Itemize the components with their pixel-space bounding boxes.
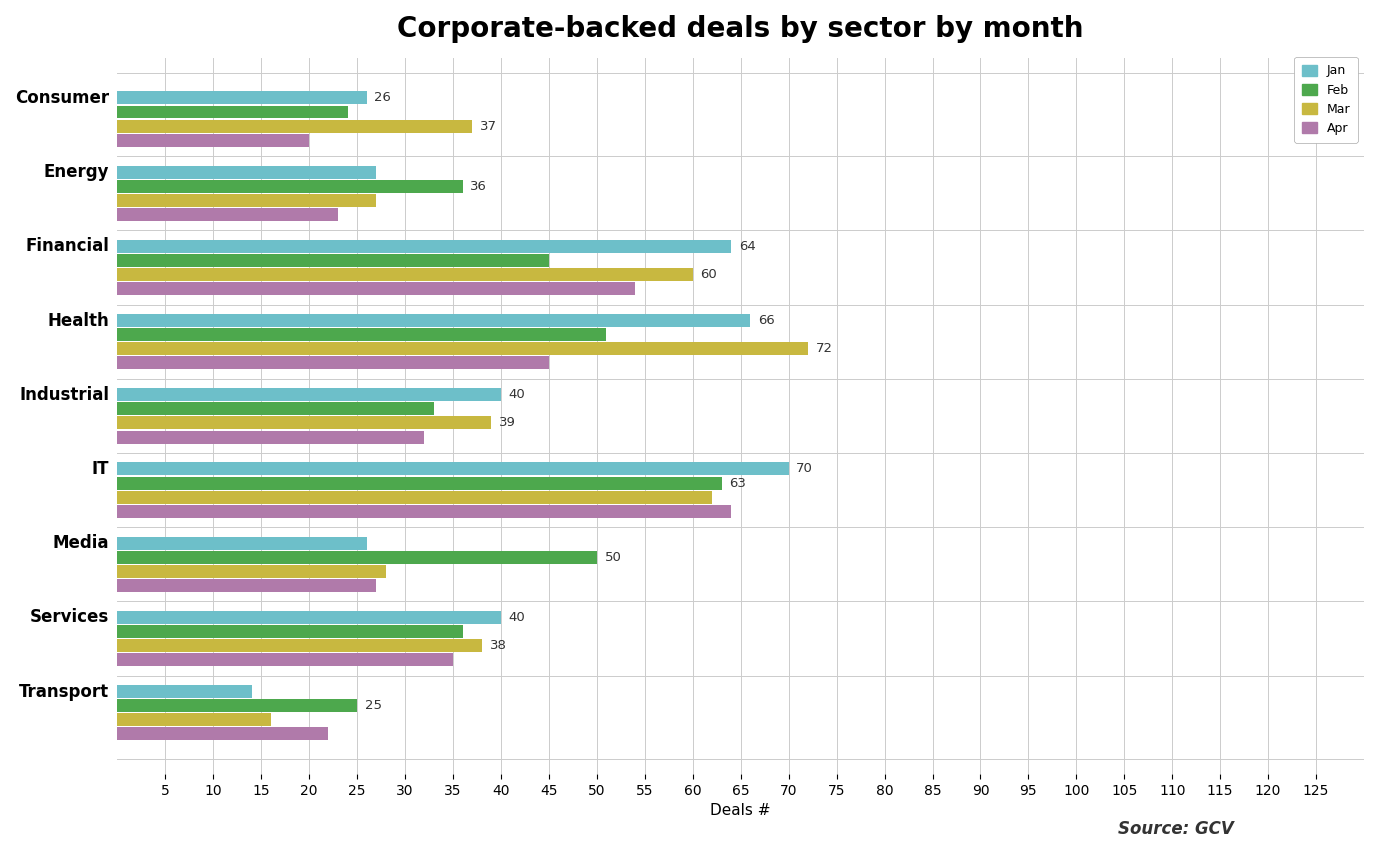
Text: 50: 50	[604, 551, 622, 564]
Text: Source: GCV: Source: GCV	[1118, 819, 1234, 838]
Bar	[117, 314, 750, 327]
Bar	[117, 254, 549, 267]
Bar	[117, 356, 549, 369]
Bar	[117, 611, 501, 624]
Bar	[117, 342, 808, 356]
Bar	[117, 119, 472, 132]
Bar	[117, 625, 462, 638]
Bar	[117, 551, 597, 564]
Bar	[117, 490, 712, 503]
Bar	[117, 91, 367, 105]
Bar	[117, 282, 636, 295]
Bar	[117, 208, 338, 221]
Bar	[117, 134, 309, 147]
Bar	[117, 565, 386, 578]
Bar	[117, 685, 252, 698]
Bar	[117, 430, 425, 443]
Bar	[117, 402, 434, 416]
Bar	[117, 417, 491, 430]
Bar	[117, 180, 462, 192]
Title: Corporate-backed deals by sector by month: Corporate-backed deals by sector by mont…	[397, 15, 1084, 43]
Text: 40: 40	[509, 388, 525, 401]
Text: 70: 70	[796, 462, 814, 475]
Bar	[117, 699, 357, 712]
Bar	[117, 166, 376, 179]
Bar	[117, 194, 376, 207]
Bar	[117, 388, 501, 401]
Bar	[117, 579, 376, 592]
Bar	[117, 240, 731, 253]
Bar	[117, 728, 328, 740]
Text: 38: 38	[490, 639, 506, 652]
Bar	[117, 713, 270, 726]
Bar	[117, 537, 367, 550]
Bar	[117, 477, 721, 490]
X-axis label: Deals #: Deals #	[710, 803, 771, 819]
Text: 66: 66	[758, 314, 775, 327]
Bar	[117, 653, 454, 667]
Legend: Jan, Feb, Mar, Apr: Jan, Feb, Mar, Apr	[1294, 57, 1358, 143]
Text: 60: 60	[701, 268, 717, 281]
Text: 39: 39	[499, 417, 516, 430]
Text: 63: 63	[729, 477, 746, 490]
Bar	[117, 505, 731, 518]
Bar	[117, 639, 481, 652]
Bar	[117, 462, 789, 475]
Bar	[117, 268, 692, 281]
Text: 72: 72	[815, 342, 833, 356]
Text: 36: 36	[470, 180, 487, 192]
Text: 64: 64	[739, 240, 756, 253]
Text: 25: 25	[365, 699, 382, 712]
Text: 40: 40	[509, 611, 525, 624]
Text: 26: 26	[375, 91, 392, 105]
Bar	[117, 106, 348, 119]
Text: 37: 37	[480, 119, 496, 132]
Bar	[117, 328, 607, 341]
